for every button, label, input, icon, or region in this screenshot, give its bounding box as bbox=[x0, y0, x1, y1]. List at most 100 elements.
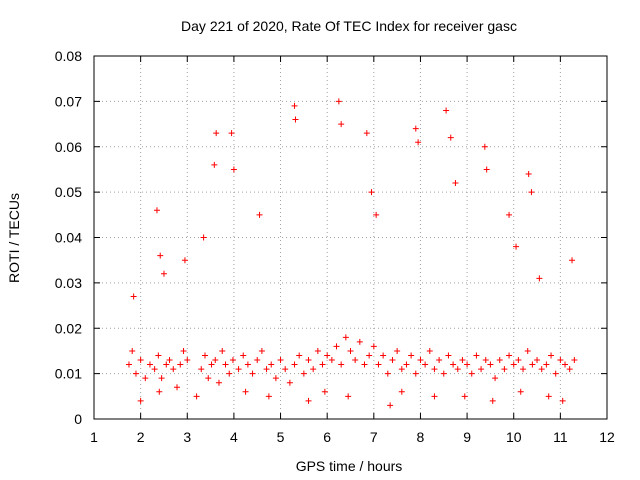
data-point bbox=[146, 361, 153, 368]
y-tick-label: 0.01 bbox=[55, 366, 82, 382]
data-point bbox=[398, 388, 405, 395]
data-point bbox=[219, 347, 226, 354]
data-point bbox=[265, 393, 272, 400]
data-point bbox=[222, 361, 229, 368]
x-axis-label: GPS time / hours bbox=[296, 458, 403, 474]
x-tick-label: 8 bbox=[417, 429, 425, 445]
data-point bbox=[506, 211, 513, 218]
data-point bbox=[447, 134, 454, 141]
data-point bbox=[193, 393, 200, 400]
y-tick-label: 0.03 bbox=[55, 275, 82, 291]
x-tick-label: 10 bbox=[506, 429, 522, 445]
data-point bbox=[300, 370, 307, 377]
data-point bbox=[130, 293, 137, 300]
data-point bbox=[375, 361, 382, 368]
data-point bbox=[398, 366, 405, 373]
data-point bbox=[254, 357, 261, 364]
y-tick-label: 0 bbox=[74, 411, 82, 427]
data-point bbox=[387, 402, 394, 409]
data-point bbox=[342, 334, 349, 341]
data-point bbox=[492, 375, 499, 382]
data-point bbox=[361, 361, 368, 368]
data-point bbox=[305, 397, 312, 404]
data-point bbox=[352, 357, 359, 364]
data-point bbox=[543, 361, 550, 368]
x-tick-label: 12 bbox=[599, 429, 615, 445]
data-point bbox=[422, 361, 429, 368]
y-tick-label: 0.07 bbox=[55, 93, 82, 109]
data-point bbox=[235, 366, 242, 373]
data-point bbox=[510, 361, 517, 368]
data-point bbox=[142, 375, 149, 382]
data-point bbox=[137, 357, 144, 364]
data-point bbox=[443, 107, 450, 114]
data-point bbox=[445, 352, 452, 359]
y-axis: 0 0.01 0.02 0.03 0.04 0.05 0.06 0.07 0.08 bbox=[55, 48, 607, 427]
y-tick-label: 0.08 bbox=[55, 48, 82, 64]
x-tick-label: 9 bbox=[463, 429, 471, 445]
data-point bbox=[347, 347, 354, 354]
data-point bbox=[125, 361, 132, 368]
data-point bbox=[461, 393, 468, 400]
data-point bbox=[258, 347, 265, 354]
data-point bbox=[215, 379, 222, 386]
data-point bbox=[205, 375, 212, 382]
data-point bbox=[534, 357, 541, 364]
data-point bbox=[244, 361, 251, 368]
y-axis-label: ROTI / TECUs bbox=[6, 193, 22, 283]
data-point bbox=[200, 234, 207, 241]
data-point bbox=[481, 143, 488, 150]
data-point bbox=[338, 121, 345, 128]
data-point bbox=[180, 347, 187, 354]
data-point bbox=[468, 370, 475, 377]
data-point bbox=[524, 347, 531, 354]
data-point bbox=[277, 357, 284, 364]
data-point bbox=[473, 352, 480, 359]
data-point bbox=[319, 361, 326, 368]
data-point bbox=[163, 361, 170, 368]
data-point bbox=[557, 357, 564, 364]
data-point bbox=[384, 370, 391, 377]
data-point bbox=[155, 352, 162, 359]
data-point bbox=[181, 257, 188, 264]
data-point bbox=[478, 366, 485, 373]
y-tick-label: 0.04 bbox=[55, 230, 82, 246]
data-point bbox=[256, 211, 263, 218]
data-point bbox=[529, 361, 536, 368]
data-point bbox=[291, 102, 298, 109]
data-point bbox=[571, 357, 578, 364]
data-point bbox=[201, 352, 208, 359]
data-point bbox=[212, 357, 219, 364]
data-point bbox=[464, 361, 471, 368]
data-point bbox=[517, 388, 524, 395]
data-point bbox=[440, 370, 447, 377]
data-point bbox=[335, 98, 342, 105]
data-point bbox=[170, 366, 177, 373]
data-point bbox=[513, 243, 520, 250]
data-point bbox=[452, 180, 459, 187]
x-tick-label: 3 bbox=[183, 429, 191, 445]
data-point bbox=[184, 357, 191, 364]
x-tick-label: 1 bbox=[90, 429, 98, 445]
data-point bbox=[177, 361, 184, 368]
data-point bbox=[242, 388, 249, 395]
data-point bbox=[230, 166, 237, 173]
data-point bbox=[314, 347, 321, 354]
data-point bbox=[263, 366, 270, 373]
data-point bbox=[156, 388, 163, 395]
data-point bbox=[412, 125, 419, 132]
data-point bbox=[345, 393, 352, 400]
y-tick-label: 0.02 bbox=[55, 320, 82, 336]
data-point bbox=[545, 393, 552, 400]
data-point bbox=[408, 352, 415, 359]
data-point bbox=[569, 257, 576, 264]
data-point bbox=[450, 361, 457, 368]
data-point bbox=[282, 366, 289, 373]
data-point bbox=[501, 366, 508, 373]
data-point bbox=[213, 130, 220, 137]
data-point bbox=[368, 189, 375, 196]
y-tick-label: 0.05 bbox=[55, 184, 82, 200]
data-point bbox=[240, 352, 247, 359]
data-point bbox=[151, 366, 158, 373]
